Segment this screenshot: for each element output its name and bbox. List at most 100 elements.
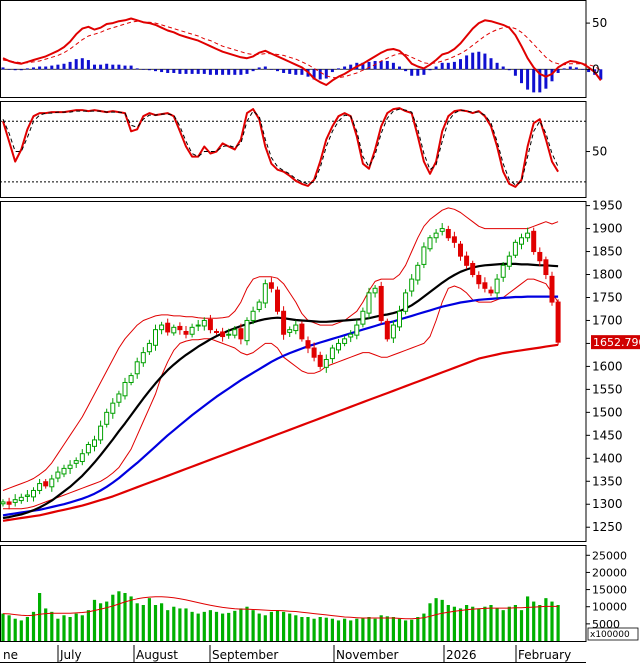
- volume-bar: [410, 619, 414, 641]
- macd-tick-label: 50: [592, 16, 607, 30]
- macd-histogram-bar: [324, 69, 328, 79]
- macd-histogram-bar: [166, 69, 170, 73]
- volume-bar: [440, 599, 444, 641]
- data-marks: [0, 17, 603, 641]
- last-price-label: 1652.790: [593, 336, 640, 349]
- price-candle-body: [439, 228, 445, 232]
- volume-bar: [111, 594, 115, 641]
- price-candle-body: [470, 262, 476, 276]
- price-tick-label: 1600: [592, 359, 623, 373]
- price-candle-body: [79, 453, 85, 463]
- macd-histogram-bar: [532, 69, 536, 93]
- price-candle-body: [165, 322, 171, 333]
- macd-histogram-bar: [154, 69, 157, 72]
- macd-histogram-bar: [44, 66, 48, 70]
- macd-histogram-bar: [276, 69, 279, 72]
- macd-histogram-bar: [294, 69, 298, 75]
- price-candle-body: [494, 278, 500, 294]
- volume-multiplier-label: x100000: [590, 630, 630, 640]
- volume-bar: [257, 613, 261, 641]
- price-candle-body: [24, 494, 30, 497]
- price-tick-label: 1450: [592, 428, 623, 442]
- month-label: February: [518, 648, 571, 662]
- panel-frame-1: [0, 0, 587, 98]
- macd-histogram-bar: [208, 69, 212, 75]
- volume-bar: [160, 603, 164, 641]
- panel-frame-3: [0, 201, 587, 542]
- volume-bar: [129, 596, 133, 641]
- price-candle-body: [55, 471, 61, 479]
- macd-histogram-bar: [135, 68, 139, 70]
- price-candle-body: [458, 243, 463, 257]
- macd-histogram-bar: [330, 69, 334, 73]
- macd-histogram-bar: [416, 69, 420, 76]
- price-candle-body: [549, 275, 555, 303]
- volume-bar: [349, 620, 353, 641]
- price-candle-body: [348, 333, 354, 338]
- price-candle-body: [171, 326, 177, 334]
- macd-histogram-bar: [550, 69, 554, 82]
- price-candle-body: [220, 331, 226, 338]
- price-tick-label: 1950: [592, 199, 623, 213]
- volume-bar: [263, 615, 267, 641]
- month-label: November: [336, 648, 398, 662]
- price-candle-body: [12, 499, 18, 503]
- volume-bar: [300, 617, 304, 641]
- volume-bar: [544, 598, 548, 641]
- volume-bar: [501, 610, 505, 641]
- price-candle-body: [299, 323, 305, 340]
- volume-bar: [550, 601, 554, 641]
- volume-bar: [190, 611, 194, 641]
- macd-histogram-bar: [233, 69, 237, 75]
- volume-bar: [251, 610, 255, 641]
- price-candle-body: [104, 411, 110, 425]
- volume-bar: [471, 606, 475, 641]
- price-candle-body: [482, 282, 488, 289]
- macd-histogram-bar: [50, 65, 54, 70]
- volume-bar: [373, 618, 377, 641]
- volume-bar: [50, 611, 54, 641]
- macd-histogram-bar: [239, 69, 243, 75]
- macd-histogram-bar: [129, 65, 133, 70]
- volume-bar: [275, 610, 280, 641]
- macd-histogram-bar: [312, 69, 316, 80]
- macd-histogram-bar: [202, 69, 206, 74]
- macd-histogram-bar: [190, 69, 194, 74]
- macd-histogram-bar: [221, 69, 225, 75]
- price-tick-label: 1300: [592, 497, 623, 511]
- macd-histogram-bar: [562, 68, 566, 70]
- price-candle-body: [116, 393, 122, 403]
- price-candle-body: [153, 329, 158, 346]
- volume-bar: [532, 601, 536, 641]
- price-candle-body: [317, 354, 323, 367]
- price-candle-body: [409, 278, 415, 292]
- macd-histogram-bar: [117, 64, 121, 70]
- price-candle-body: [323, 359, 329, 368]
- volume-bar: [123, 593, 127, 641]
- volume-bar: [465, 605, 469, 641]
- price-candle-body: [207, 319, 213, 331]
- price-candle-body: [110, 402, 116, 414]
- macd-histogram-bar: [513, 69, 517, 76]
- price-candle-body: [31, 489, 36, 498]
- macd-histogram-bar: [105, 63, 109, 70]
- volume-tick-label: 25000: [592, 549, 627, 562]
- price-tick-label: 1550: [592, 382, 623, 396]
- macd-tick-label: 0: [592, 62, 600, 76]
- price-candle-body: [372, 287, 378, 294]
- price-bb-lower-line: [3, 278, 559, 510]
- macd-histogram-bar: [422, 69, 426, 75]
- macd-histogram-bar: [215, 69, 218, 75]
- volume-bar: [141, 605, 145, 641]
- price-ma-red-line: [2, 343, 559, 522]
- volume-bar: [74, 613, 78, 641]
- volume-bar: [86, 610, 90, 641]
- volume-bar: [25, 617, 29, 641]
- macd-histogram-bar: [99, 64, 103, 70]
- price-candle-body: [275, 289, 280, 312]
- price-candle-body: [232, 329, 238, 336]
- price-candle-body: [262, 283, 268, 304]
- volume-multiplier-box: [587, 627, 639, 641]
- volume-bar: [221, 613, 225, 641]
- price-candle-body: [61, 467, 67, 475]
